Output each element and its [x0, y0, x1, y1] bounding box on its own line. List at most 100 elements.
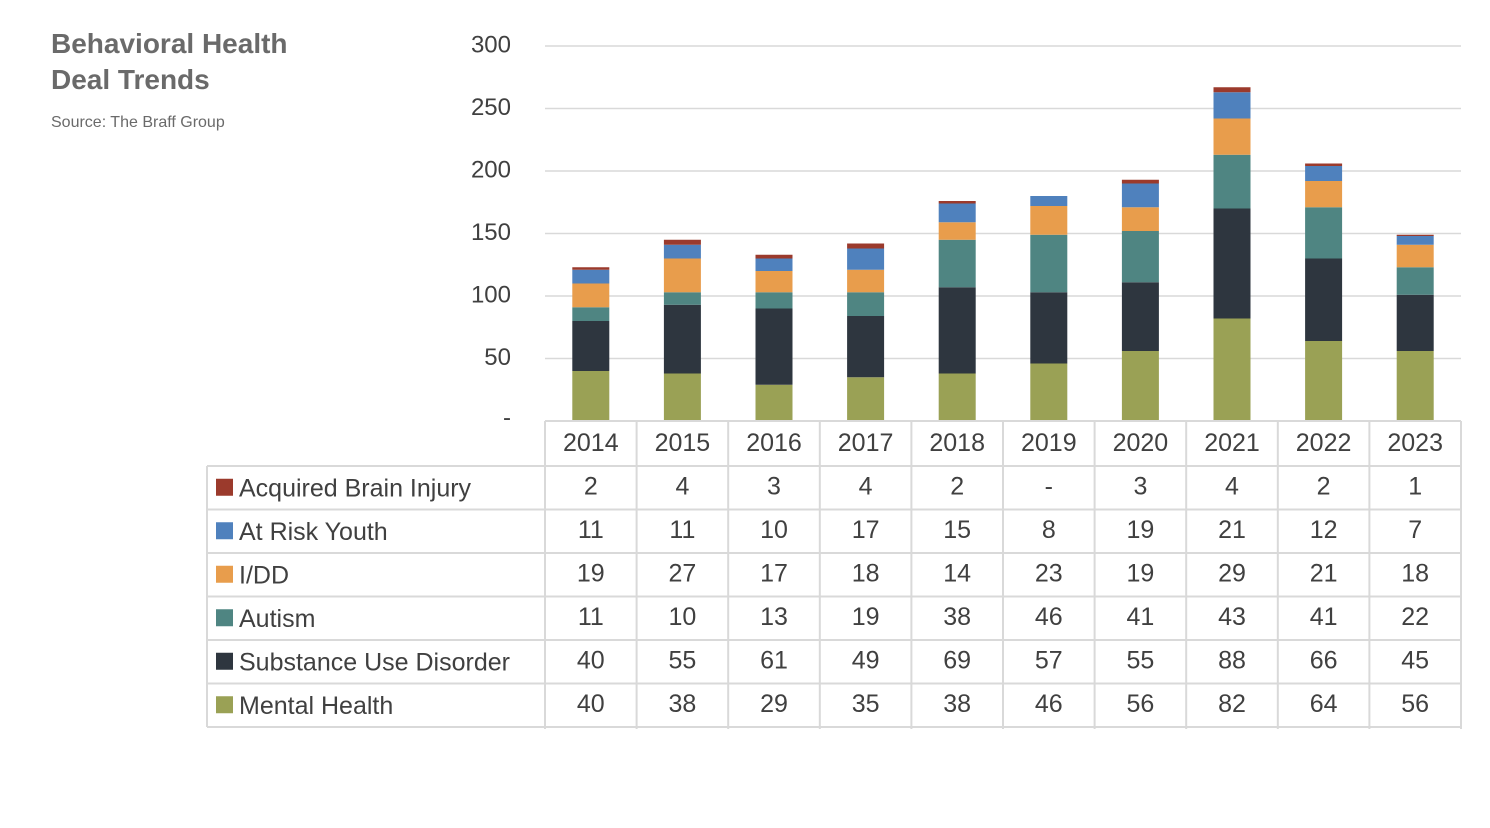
data-label-acquired-brain-injury-2022: 2 — [1317, 472, 1331, 500]
bar-2016-autism — [755, 292, 793, 309]
x-tick-label-2021: 2021 — [1204, 429, 1260, 457]
y-tick-label-250: 250 — [471, 94, 511, 121]
bar-2017-i-dd — [847, 269, 885, 293]
legend-swatch-mental-health — [216, 696, 233, 714]
data-label-at-risk-youth-2019: 8 — [1042, 516, 1056, 544]
bar-2023-at-risk-youth — [1396, 236, 1434, 245]
bar-2020-autism — [1121, 231, 1159, 283]
x-tick-label-2022: 2022 — [1296, 429, 1352, 457]
legend-label-autism: Autism — [239, 605, 315, 633]
data-label-mental-health-2019: 46 — [1035, 690, 1063, 718]
data-label-mental-health-2022: 64 — [1310, 690, 1338, 718]
chart-title: Behavioral Health Deal Trends — [51, 26, 288, 98]
data-label-autism-2018: 38 — [943, 603, 971, 631]
data-label-substance-use-disorder-2019: 57 — [1035, 646, 1063, 674]
data-label-autism-2022: 41 — [1310, 603, 1338, 631]
bar-2018-acquired-brain-injury — [938, 201, 976, 204]
bar-2014-i-dd — [572, 283, 610, 308]
legend-label-mental-health: Mental Health — [239, 692, 393, 720]
bar-2015-at-risk-youth — [663, 244, 701, 259]
data-label-mental-health-2016: 29 — [760, 690, 788, 718]
bar-2015-acquired-brain-injury — [663, 239, 701, 245]
data-label-substance-use-disorder-2018: 69 — [943, 646, 971, 674]
bar-2021-at-risk-youth — [1213, 92, 1251, 119]
y-tick-label-100: 100 — [471, 281, 511, 308]
bar-2018-autism — [938, 239, 976, 288]
bar-2020-at-risk-youth — [1121, 183, 1159, 208]
bar-2014-mental-health — [572, 371, 610, 421]
data-label-mental-health-2023: 56 — [1401, 690, 1429, 718]
bar-2015-i-dd — [663, 258, 701, 293]
bar-2015-autism — [663, 292, 701, 305]
bar-2019-autism — [1030, 234, 1068, 293]
data-label-i-dd-2016: 17 — [760, 559, 788, 587]
legend-swatch-i-dd — [216, 565, 233, 583]
bar-2017-autism — [847, 292, 885, 316]
bar-2023-substance-use-disorder — [1396, 294, 1434, 351]
data-label-at-risk-youth-2014: 11 — [578, 516, 604, 544]
bar-2018-mental-health — [938, 373, 976, 421]
data-label-acquired-brain-injury-2018: 2 — [950, 472, 964, 500]
chart-source: Source: The Braff Group — [51, 114, 225, 131]
bar-2016-mental-health — [755, 384, 793, 421]
data-label-acquired-brain-injury-2020: 3 — [1133, 472, 1147, 500]
data-label-acquired-brain-injury-2015: 4 — [675, 472, 689, 500]
bar-2021-substance-use-disorder — [1213, 208, 1251, 319]
chart-title-line-1: Behavioral Health — [51, 28, 288, 59]
data-label-at-risk-youth-2015: 11 — [669, 516, 695, 544]
y-tick-label-200: 200 — [471, 156, 511, 183]
data-label-i-dd-2020: 19 — [1126, 559, 1154, 587]
data-label-mental-health-2015: 38 — [668, 690, 696, 718]
bar-2016-acquired-brain-injury — [755, 254, 793, 259]
bar-2021-i-dd — [1213, 118, 1251, 155]
data-label-at-risk-youth-2017: 17 — [852, 516, 880, 544]
bar-2014-substance-use-disorder — [572, 321, 610, 371]
data-label-at-risk-youth-2022: 12 — [1310, 516, 1338, 544]
bar-2021-acquired-brain-injury — [1213, 87, 1251, 93]
bar-2022-mental-health — [1305, 341, 1343, 421]
data-label-autism-2014: 11 — [578, 603, 604, 631]
bar-2020-substance-use-disorder — [1121, 282, 1159, 351]
bar-2015-substance-use-disorder — [663, 304, 701, 374]
data-label-autism-2016: 13 — [760, 603, 788, 631]
data-label-acquired-brain-injury-2017: 4 — [859, 472, 873, 500]
data-label-acquired-brain-injury-2019: - — [1045, 472, 1053, 500]
bar-2017-acquired-brain-injury — [847, 243, 885, 249]
bar-2018-i-dd — [938, 222, 976, 240]
data-label-substance-use-disorder-2021: 88 — [1218, 646, 1246, 674]
bar-2022-autism — [1305, 207, 1343, 259]
data-label-autism-2015: 10 — [668, 603, 696, 631]
data-label-i-dd-2015: 27 — [668, 559, 696, 587]
data-label-mental-health-2017: 35 — [852, 690, 880, 718]
bar-2022-at-risk-youth — [1305, 166, 1343, 181]
data-label-i-dd-2023: 18 — [1401, 559, 1429, 587]
legend-label-at-risk-youth: At Risk Youth — [239, 518, 388, 546]
x-tick-label-2017: 2017 — [838, 429, 894, 457]
legend-swatch-substance-use-disorder — [216, 652, 233, 670]
data-label-acquired-brain-injury-2023: 1 — [1408, 472, 1422, 500]
x-tick-label-2016: 2016 — [746, 429, 802, 457]
data-label-mental-health-2021: 82 — [1218, 690, 1246, 718]
x-tick-label-2018: 2018 — [929, 429, 985, 457]
data-label-acquired-brain-injury-2021: 4 — [1225, 472, 1239, 500]
legend-label-acquired-brain-injury: Acquired Brain Injury — [239, 474, 472, 502]
chart-title-line-2: Deal Trends — [51, 64, 210, 95]
data-label-at-risk-youth-2018: 15 — [943, 516, 971, 544]
data-label-acquired-brain-injury-2014: 2 — [584, 472, 598, 500]
data-label-substance-use-disorder-2017: 49 — [852, 646, 880, 674]
bar-2014-acquired-brain-injury — [572, 267, 610, 270]
data-label-substance-use-disorder-2022: 66 — [1310, 646, 1338, 674]
bar-2016-substance-use-disorder — [755, 308, 793, 385]
y-tick-label-0: - — [503, 404, 511, 431]
legend-label-i-dd: I/DD — [239, 561, 289, 589]
data-label-mental-health-2014: 40 — [577, 690, 605, 718]
data-label-at-risk-youth-2021: 21 — [1218, 516, 1246, 544]
x-tick-label-2015: 2015 — [655, 429, 711, 457]
legend-swatch-autism — [216, 609, 233, 627]
data-label-autism-2017: 19 — [852, 603, 880, 631]
bar-2019-i-dd — [1030, 206, 1068, 235]
data-label-i-dd-2019: 23 — [1035, 559, 1063, 587]
bar-2018-substance-use-disorder — [938, 287, 976, 374]
data-label-substance-use-disorder-2015: 55 — [668, 646, 696, 674]
